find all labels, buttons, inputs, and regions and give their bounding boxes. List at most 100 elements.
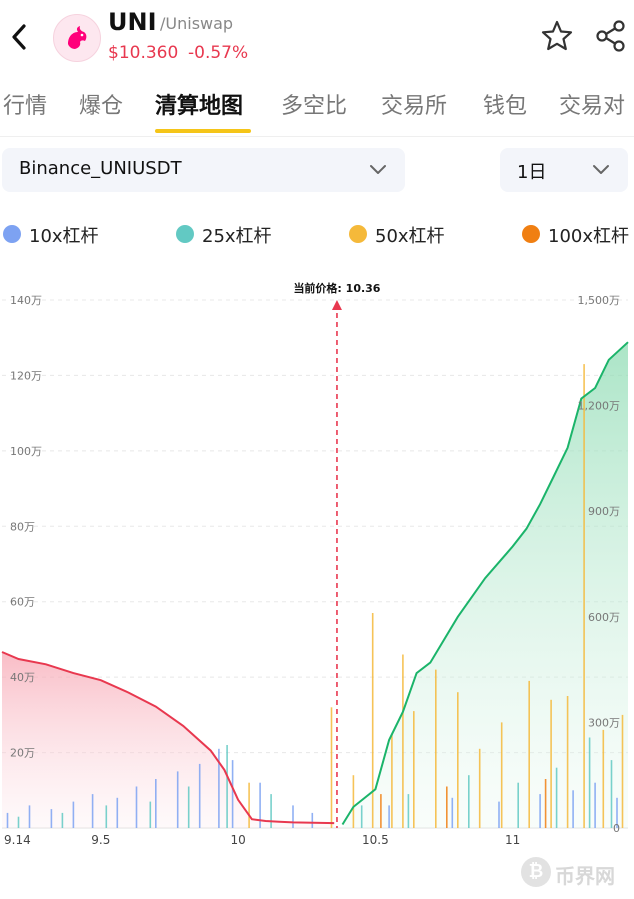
- liquidation-bar: [500, 722, 503, 828]
- watermark-logo: ₿ 币界网: [521, 855, 631, 891]
- legend-label: 50x杠杆: [375, 226, 445, 247]
- pair-select[interactable]: Binance_UNIUSDT: [2, 148, 405, 192]
- short-cumulative-area: [342, 342, 628, 828]
- liquidation-bar: [478, 748, 481, 828]
- right-axis-tick-label: 600万: [588, 611, 620, 624]
- active-tab-indicator: [155, 129, 251, 133]
- right-axis-tick-label: 300万: [588, 716, 620, 729]
- chevron-down-icon: [370, 165, 386, 174]
- left-axis-tick-label: 100万: [10, 445, 42, 458]
- liquidation-bar: [187, 786, 190, 828]
- x-axis-tick-label: 9.5: [91, 833, 110, 847]
- liquidation-bar: [583, 364, 585, 828]
- app-header: UNI /Uniswap $10.360 -0.57%: [0, 0, 634, 74]
- x-axis-tick-label: 10: [230, 833, 245, 847]
- interval-select-value: 1日: [517, 162, 547, 183]
- left-axis-tick-label: 80万: [10, 520, 35, 533]
- tab-market[interactable]: 行情: [3, 94, 48, 119]
- right-axis-tick-label: 900万: [588, 505, 620, 518]
- tab-long-short-ratio[interactable]: 多空比: [281, 94, 348, 119]
- liquidation-bar: [435, 669, 437, 828]
- liquidation-bar: [446, 786, 448, 828]
- liquidation-bar: [413, 711, 415, 828]
- coin-name: /Uniswap: [160, 14, 234, 33]
- liquidation-bar: [555, 767, 558, 828]
- tab-wallets[interactable]: 钱包: [483, 94, 528, 119]
- legend-label: 10x杠杆: [29, 226, 99, 247]
- share-icon: [596, 20, 625, 52]
- star-outline-icon: [541, 20, 573, 51]
- legend-dot: [176, 225, 194, 243]
- liquidation-bar: [50, 809, 53, 828]
- left-axis-tick-label: 140万: [10, 294, 42, 307]
- liquidation-bar: [566, 696, 569, 828]
- unicorn-icon: [68, 26, 87, 49]
- legend-dot: [3, 225, 21, 243]
- liquidation-bar: [330, 707, 333, 828]
- liquidation-bar: [602, 729, 605, 828]
- liquidation-bar: [550, 699, 552, 828]
- current-price-label: 当前价格: 10.36: [293, 281, 380, 295]
- right-axis-tick-label: 1,500万: [578, 294, 621, 307]
- x-axis-tick-label: 10.5: [362, 833, 389, 847]
- current-price-arrow: [331, 300, 342, 310]
- liquidation-map-chart: 20万 40万 60万 80万 100万 120万 140万 0 300万 600万 900万 1,2…: [1, 281, 629, 847]
- liquidation-bar: [616, 797, 618, 828]
- liquidation-bar: [544, 779, 547, 828]
- liquidation-bar: [388, 805, 390, 828]
- legend-label: 25x杠杆: [202, 226, 272, 247]
- liquidation-bar: [311, 812, 314, 828]
- liquidation-bar: [352, 775, 355, 828]
- liquidation-bar: [457, 692, 459, 828]
- right-axis-tick-label: 0: [613, 822, 620, 835]
- liquidation-bar: [218, 748, 220, 828]
- liquidation-bar: [292, 805, 294, 828]
- liquidation-bar: [528, 680, 530, 828]
- liquidation-bar: [248, 782, 250, 828]
- liquidation-bar: [539, 794, 541, 828]
- interval-select[interactable]: 1日: [500, 148, 628, 192]
- left-axis-tick-label: 40万: [10, 671, 35, 684]
- price-change: -0.57%: [188, 43, 249, 63]
- x-axis-tick-label: 11: [505, 833, 520, 847]
- share-button[interactable]: [594, 19, 628, 53]
- coin-price: $10.360: [108, 43, 179, 63]
- legend-dot: [522, 225, 540, 243]
- liquidation-bar: [451, 797, 454, 828]
- right-axis-tick-label: 1,200万: [578, 400, 621, 413]
- liquidation-bar: [17, 816, 20, 828]
- liquidation-bar: [226, 745, 228, 828]
- liquidation-bar: [360, 805, 363, 828]
- liquidation-bar: [621, 714, 624, 828]
- liquidation-bar: [468, 775, 470, 828]
- liquidation-bar: [380, 794, 382, 828]
- coin-symbol: UNI: [108, 8, 157, 36]
- long-cumulative-line: [1, 651, 335, 825]
- liquidation-bar: [572, 790, 574, 828]
- tab-trading-pairs[interactable]: 交易对: [559, 94, 626, 119]
- liquidation-bar: [105, 805, 108, 828]
- long-cumulative-area: [2, 652, 335, 828]
- liquidation-bar: [588, 737, 591, 828]
- chevron-left-icon: [12, 24, 26, 50]
- liquidation-bar: [198, 763, 201, 828]
- left-axis-tick-label: 60万: [10, 596, 35, 609]
- legend-label: 100x杠杆: [548, 226, 630, 247]
- legend-dot: [349, 225, 367, 243]
- left-axis-tick-label: 20万: [10, 747, 35, 760]
- back-button[interactable]: [8, 22, 30, 52]
- tab-exchanges[interactable]: 交易所: [381, 94, 448, 119]
- liquidation-bar: [407, 794, 410, 828]
- liquidation-bar: [61, 812, 64, 828]
- tab-liquidations[interactable]: 爆仓: [79, 94, 124, 119]
- liquidation-bar: [155, 779, 157, 828]
- tab-liquidation-map[interactable]: 清算地图: [155, 94, 244, 119]
- liquidation-bar: [6, 812, 9, 828]
- liquidation-bar: [610, 760, 613, 828]
- liquidation-bar: [231, 760, 234, 828]
- watermark-text: 币界网: [555, 864, 615, 888]
- liquidation-bar: [498, 801, 500, 828]
- liquidation-bar: [391, 733, 393, 828]
- pair-select-value: Binance_UNIUSDT: [19, 158, 182, 179]
- favorite-button[interactable]: [540, 19, 574, 53]
